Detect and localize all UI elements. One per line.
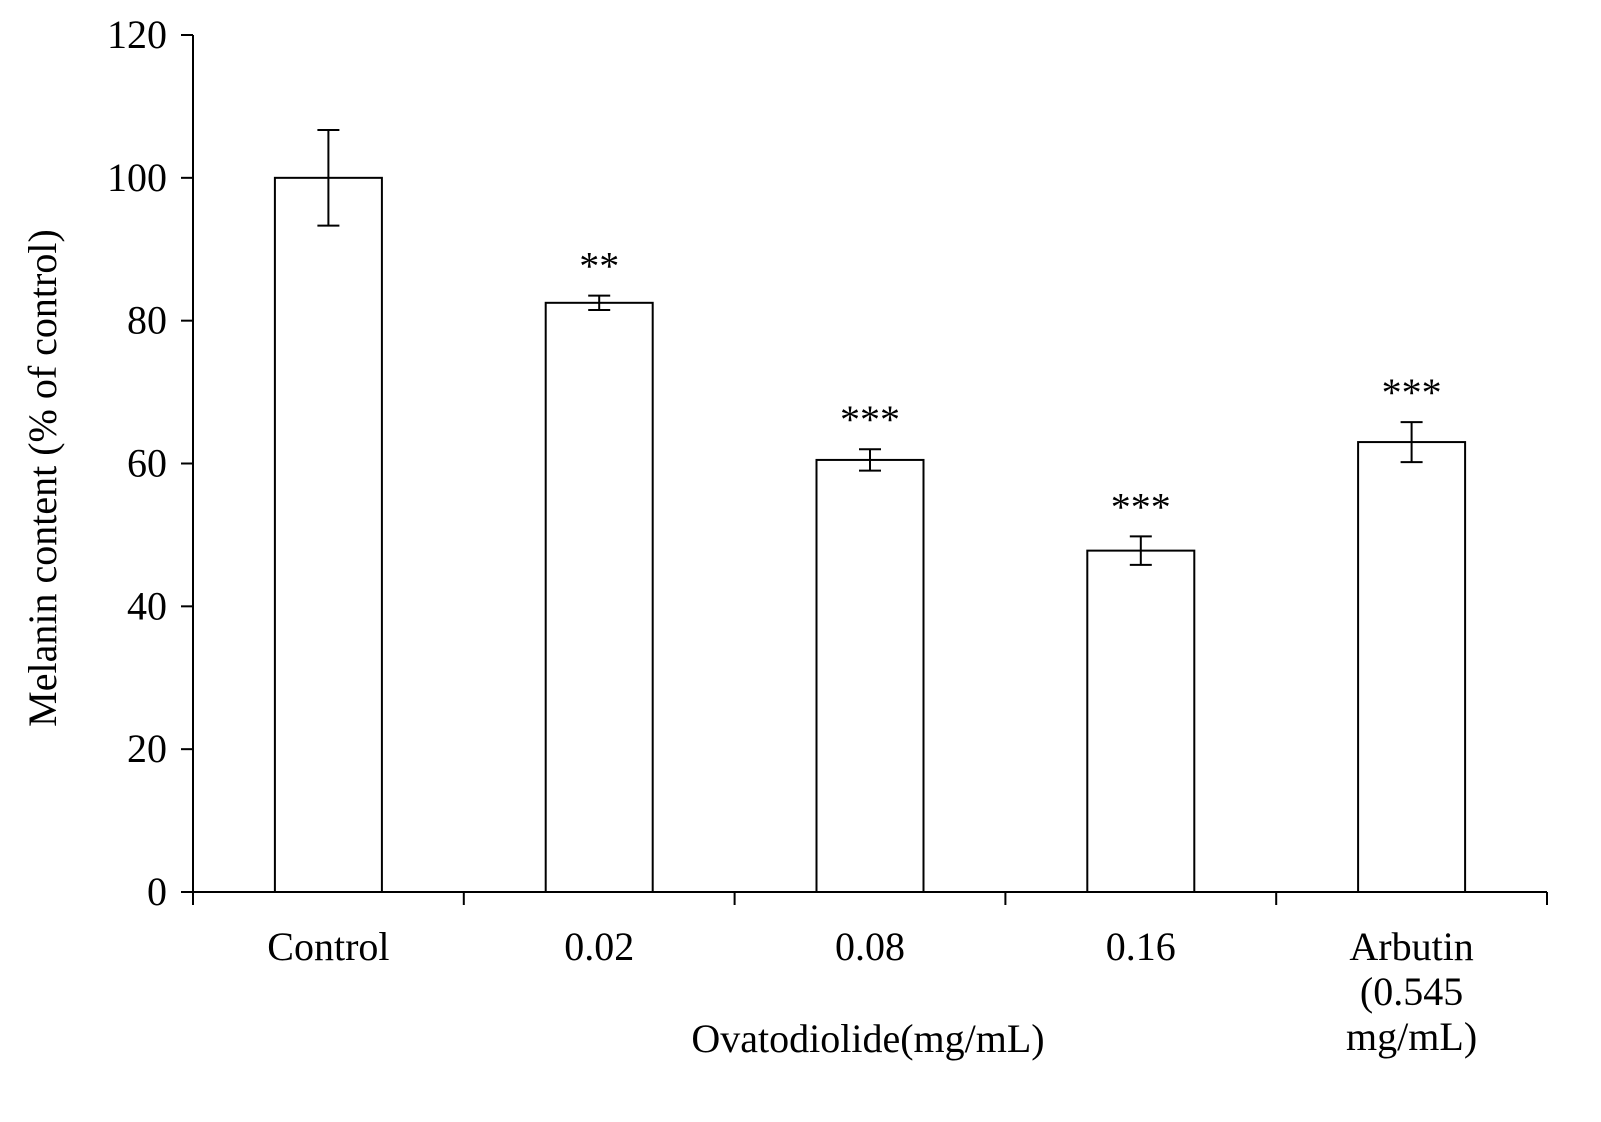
bar	[815, 458, 925, 893]
y-tick-label: 120	[107, 12, 167, 57]
bar	[1086, 549, 1196, 894]
labels: Control ** 0.02 *** 0.08 *** 0.16 *** Arbutin(0.…	[267, 244, 1477, 1059]
significance-label: ***	[1382, 370, 1442, 415]
significance-label: ***	[840, 397, 900, 442]
y-tick-label: 40	[127, 583, 167, 628]
bar	[1357, 441, 1467, 893]
y-tick-label: 100	[107, 155, 167, 200]
y-tick-label: 20	[127, 726, 167, 771]
category-label: Arbutin	[1349, 924, 1473, 969]
bar	[544, 301, 654, 893]
category-label: 0.02	[564, 924, 634, 969]
y-axis-title: Melanin content (% of control)	[20, 229, 65, 727]
y-tick-label: 80	[127, 298, 167, 343]
bars	[273, 128, 1467, 894]
significance-label: **	[579, 244, 619, 289]
x-axis-title: Ovatodiolide(mg/mL)	[691, 1016, 1044, 1061]
axes: 0 20 40 60 80 100 120	[107, 12, 1548, 914]
category-label: Control	[267, 924, 389, 969]
y-tick-label: 60	[127, 441, 167, 486]
category-label: (0.545	[1360, 969, 1463, 1014]
bar	[273, 176, 383, 894]
category-label: 0.16	[1106, 924, 1176, 969]
significance-label: ***	[1111, 484, 1171, 529]
category-label: mg/mL)	[1346, 1014, 1477, 1059]
category-label: 0.08	[835, 924, 905, 969]
y-tick-label: 0	[147, 869, 167, 914]
